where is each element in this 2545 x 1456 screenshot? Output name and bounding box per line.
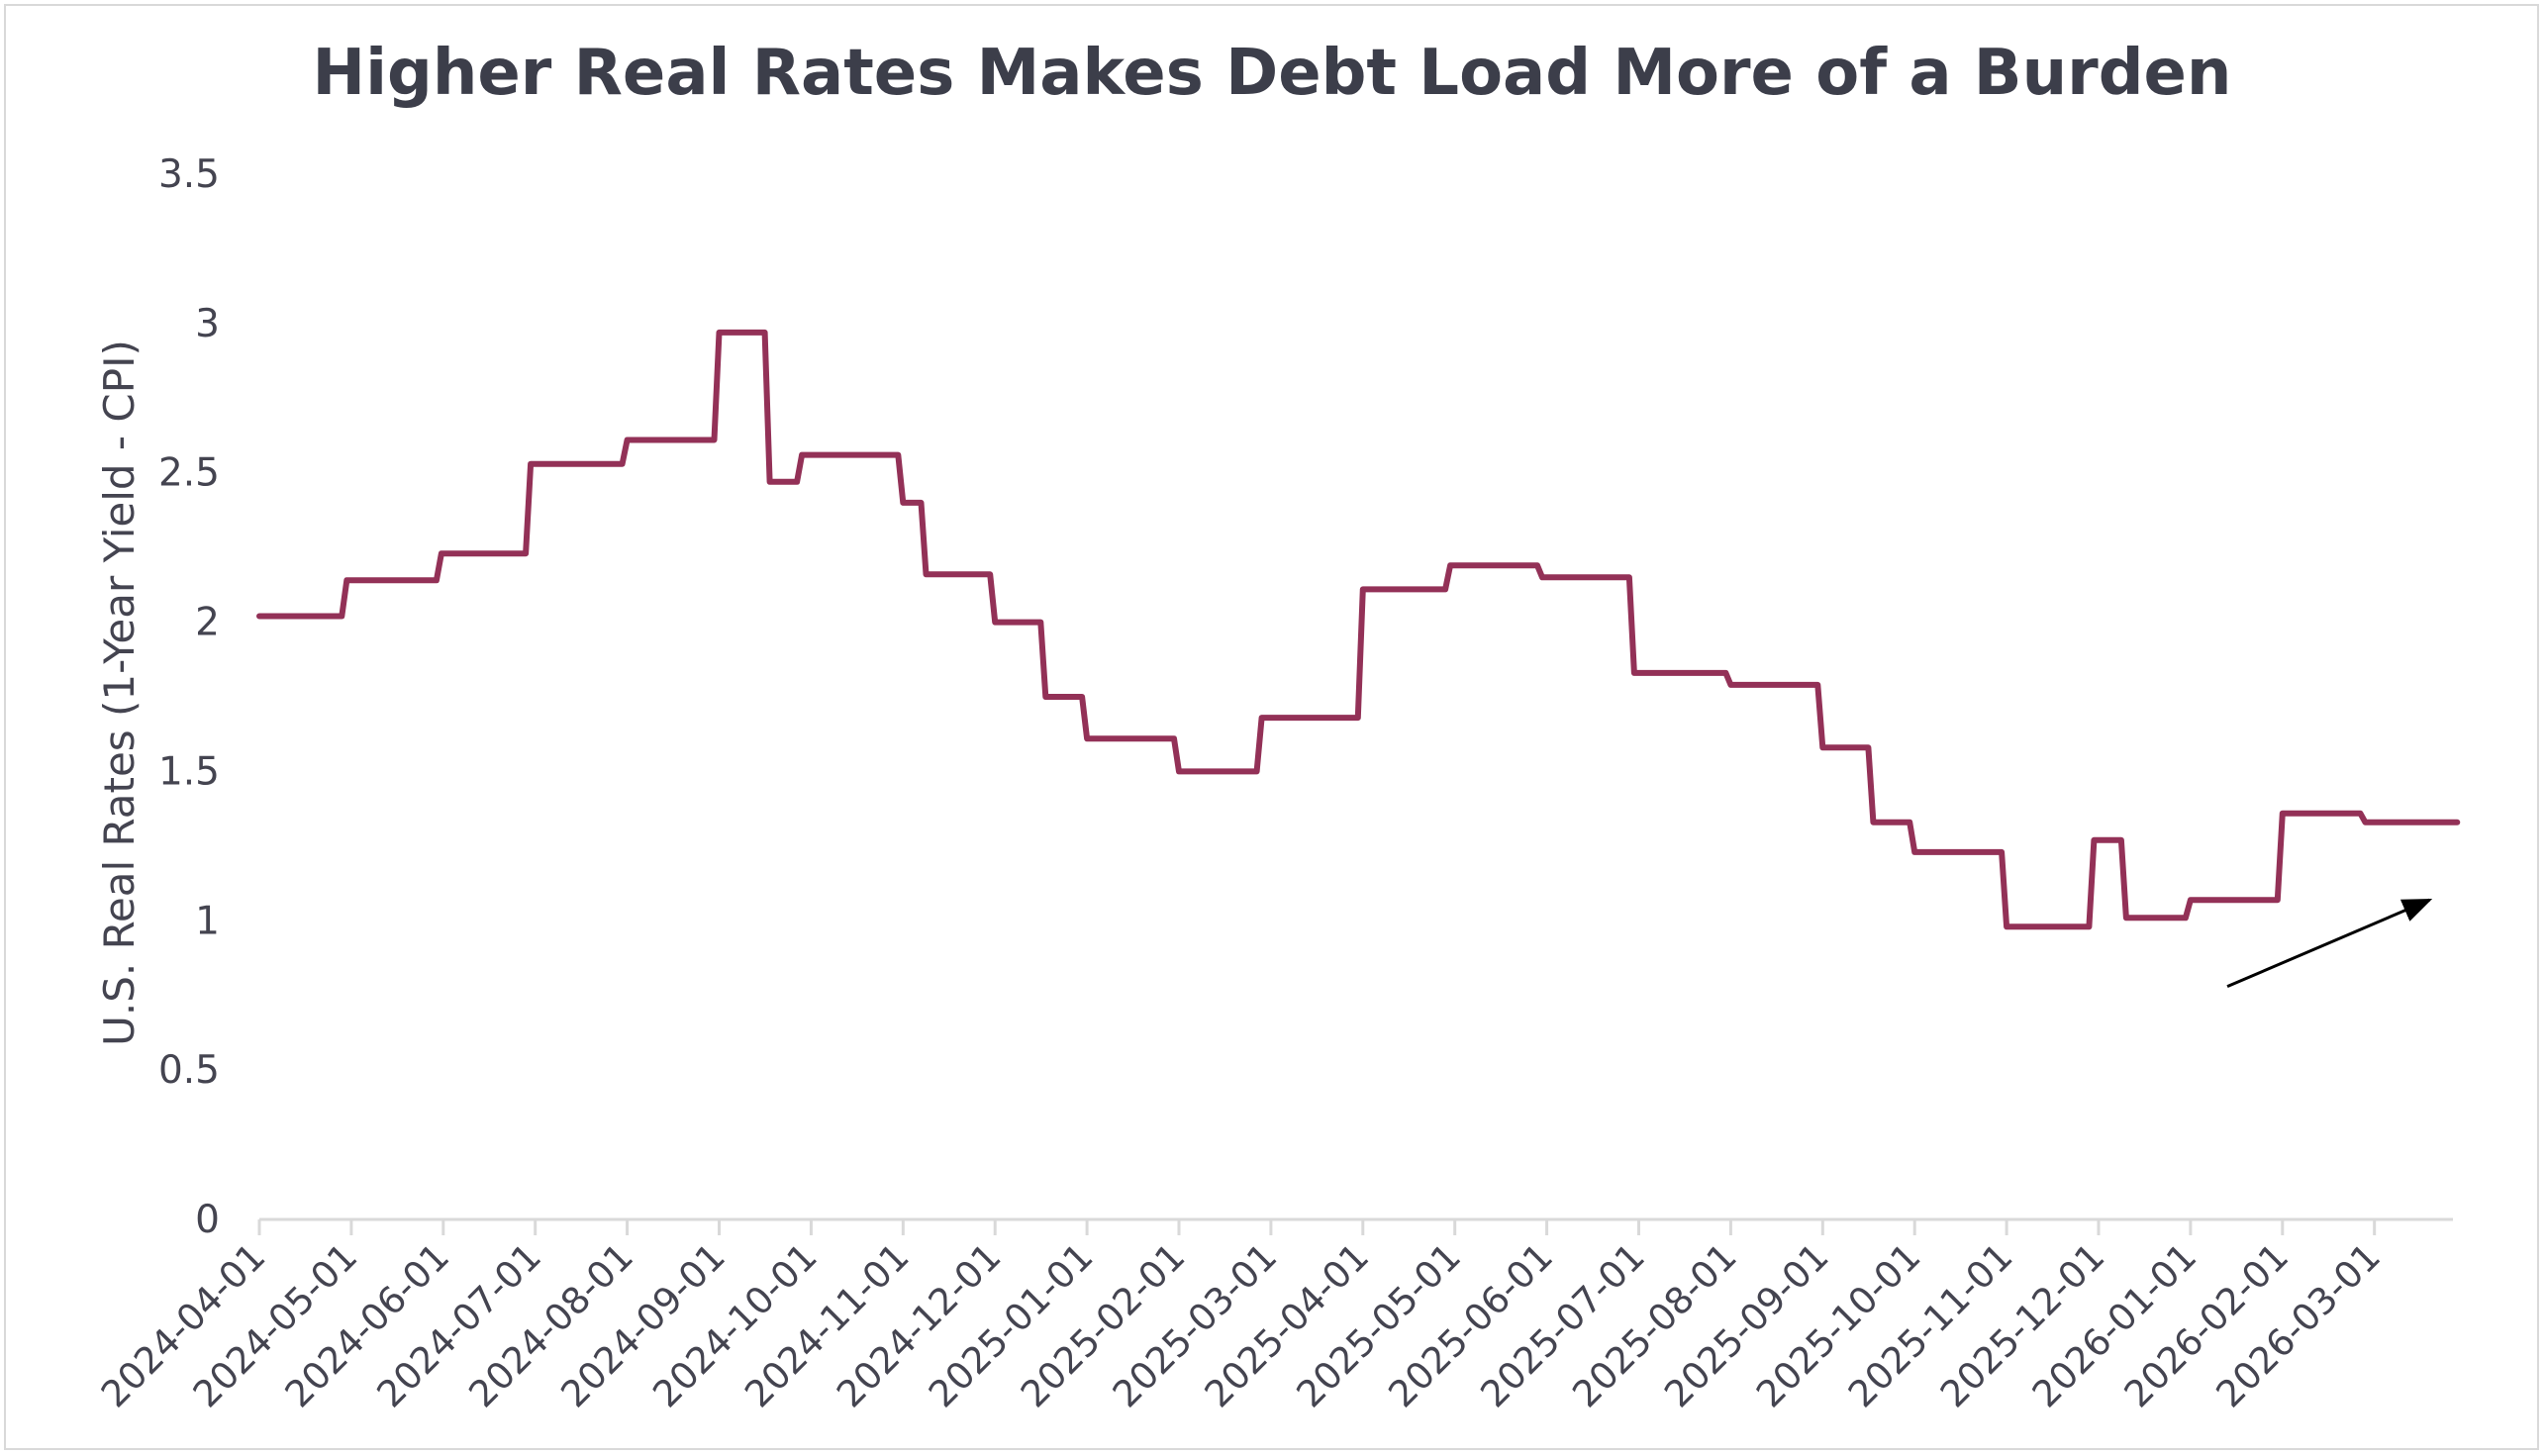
y-axis-ticks: 0 0.5 1 1.5 2 2.5 3 3.5 — [158, 152, 220, 1242]
y-tick-label: 0.5 — [158, 1048, 220, 1093]
y-tick-label: 1 — [195, 899, 220, 943]
series-line — [256, 329, 2461, 930]
y-tick-label: 3.5 — [158, 152, 220, 197]
y-tick-label: 2 — [195, 601, 220, 645]
x-axis: 2024-04-012024-05-012024-06-012024-07-01… — [93, 1217, 2453, 1415]
chart-frame — [4, 4, 2539, 1450]
annotation-layer — [2226, 898, 2433, 989]
y-axis-title: U.S. Real Rates (1-Year Yield - CPI) — [95, 340, 144, 1046]
y-tick-label: 3 — [195, 302, 220, 346]
annotation-arrow — [2226, 898, 2433, 989]
y-tick-label: 1.5 — [158, 749, 220, 794]
y-tick-label: 0 — [195, 1198, 220, 1242]
series-layer — [256, 329, 2461, 930]
y-tick-label: 2.5 — [158, 451, 220, 496]
chart-title: Higher Real Rates Makes Debt Load More o… — [313, 37, 2232, 110]
